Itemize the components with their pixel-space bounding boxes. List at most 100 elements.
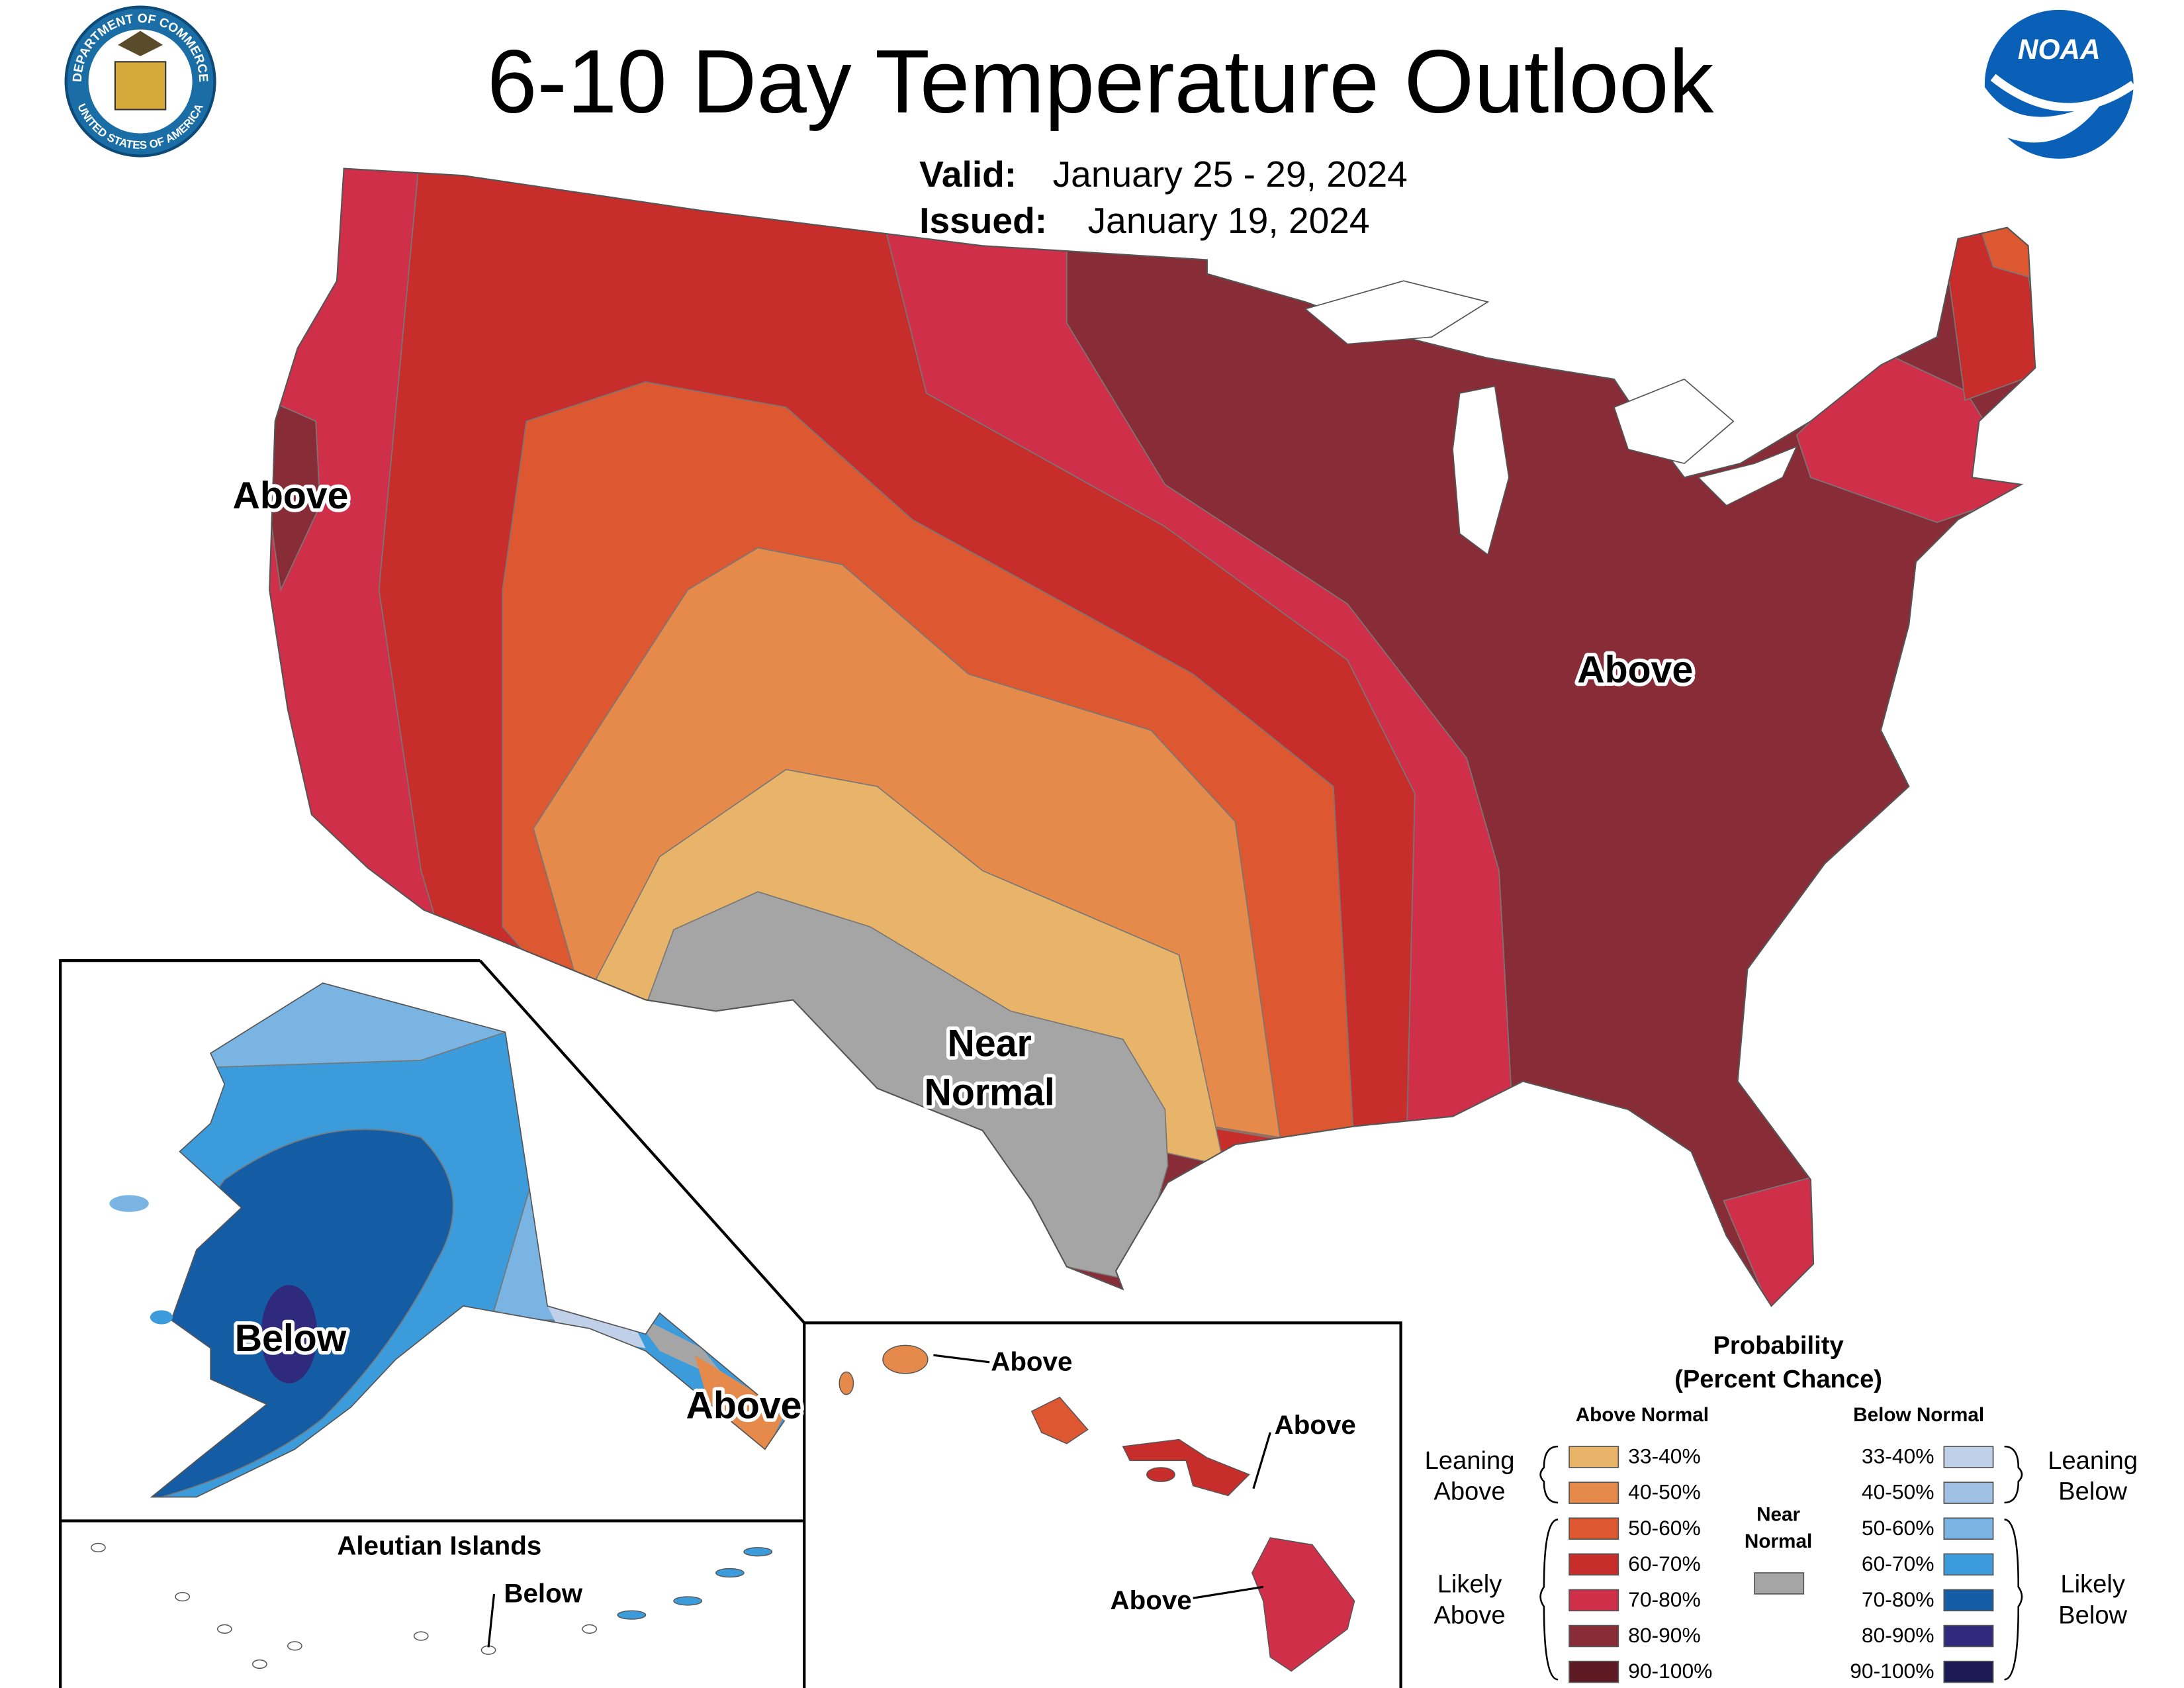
region-label: Above xyxy=(686,1385,802,1427)
legend-group: Above xyxy=(1433,1477,1505,1506)
legend-brace xyxy=(1539,1519,1559,1681)
legend-swatch xyxy=(1569,1624,1619,1648)
island xyxy=(287,1641,302,1651)
island xyxy=(175,1591,191,1602)
legend-swatch xyxy=(1943,1481,1994,1504)
legend-group: Below xyxy=(2058,1601,2127,1629)
legend-swatch xyxy=(1943,1624,1994,1648)
valid-label: Valid: xyxy=(919,154,1017,195)
island xyxy=(839,1371,854,1395)
legend-range: 90-100% xyxy=(1628,1659,1712,1683)
commerce-seal: DEPARTMENT OF COMMERCE UNITED STATES OF … xyxy=(64,5,216,158)
legend-group: Likely xyxy=(1437,1570,1502,1599)
legend-swatch xyxy=(1569,1660,1619,1683)
alaska-zones xyxy=(152,983,786,1497)
region-label: Aleutian Islands xyxy=(337,1530,541,1560)
zone xyxy=(694,1355,786,1454)
conus-outline xyxy=(269,167,2036,1307)
island xyxy=(882,1344,929,1374)
leader-line xyxy=(487,1593,496,1648)
valid-value: January 25 - 29, 2024 xyxy=(1053,154,1408,195)
legend-swatch xyxy=(1943,1660,1994,1683)
legend-range: 70-80% xyxy=(1862,1587,1934,1611)
island xyxy=(1251,1537,1355,1672)
legend-range: 50-60% xyxy=(1862,1516,1934,1540)
legend-range: 33-40% xyxy=(1628,1444,1701,1468)
island xyxy=(582,1624,598,1634)
alaska-map xyxy=(91,982,787,1669)
legend-group: Below xyxy=(2058,1477,2127,1506)
legend-swatch xyxy=(1569,1589,1619,1612)
title: 6-10 Day Temperature Outlook xyxy=(487,31,1715,132)
legend-group: Leaning xyxy=(2048,1446,2138,1475)
noaa-logo: NOAA xyxy=(1984,9,2136,159)
alaska-outline xyxy=(150,982,787,1498)
island xyxy=(1146,1467,1175,1482)
issued-label: Issued: xyxy=(919,200,1047,241)
region-label: Above xyxy=(1275,1410,1356,1440)
island xyxy=(715,1568,745,1578)
legend-range: 60-70% xyxy=(1628,1552,1701,1575)
hawaii-map xyxy=(487,1344,1355,1672)
island xyxy=(91,1542,106,1552)
lake xyxy=(1613,378,1735,465)
legend-near: Near xyxy=(1756,1504,1800,1526)
region-label: Above xyxy=(991,1347,1072,1377)
legend-group: Leaning xyxy=(1425,1446,1515,1475)
legend-range: 80-90% xyxy=(1862,1623,1934,1647)
noaa-text: NOAA xyxy=(2018,34,2101,65)
legend-swatch xyxy=(1569,1553,1619,1576)
legend-brace xyxy=(2004,1519,2023,1681)
legend-swatch xyxy=(1569,1517,1619,1540)
legend-range: 70-80% xyxy=(1628,1587,1701,1611)
legend-range: 80-90% xyxy=(1628,1623,1701,1647)
legend-group: Above xyxy=(1433,1601,1505,1629)
legend-brace xyxy=(2004,1445,2023,1504)
island xyxy=(1122,1438,1250,1497)
legend: Probability (Percent Chance) Above Normal B… xyxy=(1425,1331,2138,1683)
island xyxy=(413,1631,429,1641)
legend-swatch xyxy=(1569,1481,1619,1504)
lake xyxy=(1304,280,1490,345)
legend-title: (Percent Chance) xyxy=(1674,1365,1882,1393)
island xyxy=(216,1624,232,1634)
zone xyxy=(261,1285,318,1383)
leader-line xyxy=(1252,1432,1271,1489)
legend-range: 40-50% xyxy=(1862,1480,1934,1504)
island xyxy=(743,1547,773,1557)
region-label: Below xyxy=(504,1579,582,1609)
region-label: Near xyxy=(948,1022,1032,1064)
zone xyxy=(547,1305,646,1348)
region-label: Above xyxy=(233,475,349,517)
inset-frames xyxy=(59,959,1402,1688)
island xyxy=(673,1596,703,1606)
legend-range: 90-100% xyxy=(1850,1659,1934,1683)
legend-range: 60-70% xyxy=(1862,1552,1934,1575)
legend-swatch xyxy=(1943,1446,1994,1468)
legend-title: Probability xyxy=(1713,1331,1844,1360)
leader-line xyxy=(1193,1585,1263,1599)
island xyxy=(252,1659,267,1669)
island xyxy=(109,1195,149,1212)
leader-line xyxy=(933,1354,990,1364)
legend-swatch xyxy=(1943,1589,1994,1612)
legend-heading: Above Normal xyxy=(1576,1404,1709,1426)
issued-value: January 19, 2024 xyxy=(1088,200,1370,241)
legend-swatch xyxy=(1943,1553,1994,1576)
legend-group: Likely xyxy=(2060,1570,2125,1599)
legend-near: Normal xyxy=(1745,1530,1812,1552)
region-label: Above xyxy=(1111,1585,1192,1615)
island xyxy=(150,1310,173,1325)
map-labels: Above Above Near Normal Below Above Above Above… xyxy=(229,471,1696,1616)
legend-range: 50-60% xyxy=(1628,1516,1701,1540)
lake xyxy=(1697,445,1798,506)
island xyxy=(1030,1396,1089,1444)
legend-range: 33-40% xyxy=(1862,1444,1934,1468)
legend-heading: Below Normal xyxy=(1853,1404,1984,1426)
legend-swatch xyxy=(1754,1572,1805,1595)
region-label: Normal xyxy=(925,1072,1055,1114)
